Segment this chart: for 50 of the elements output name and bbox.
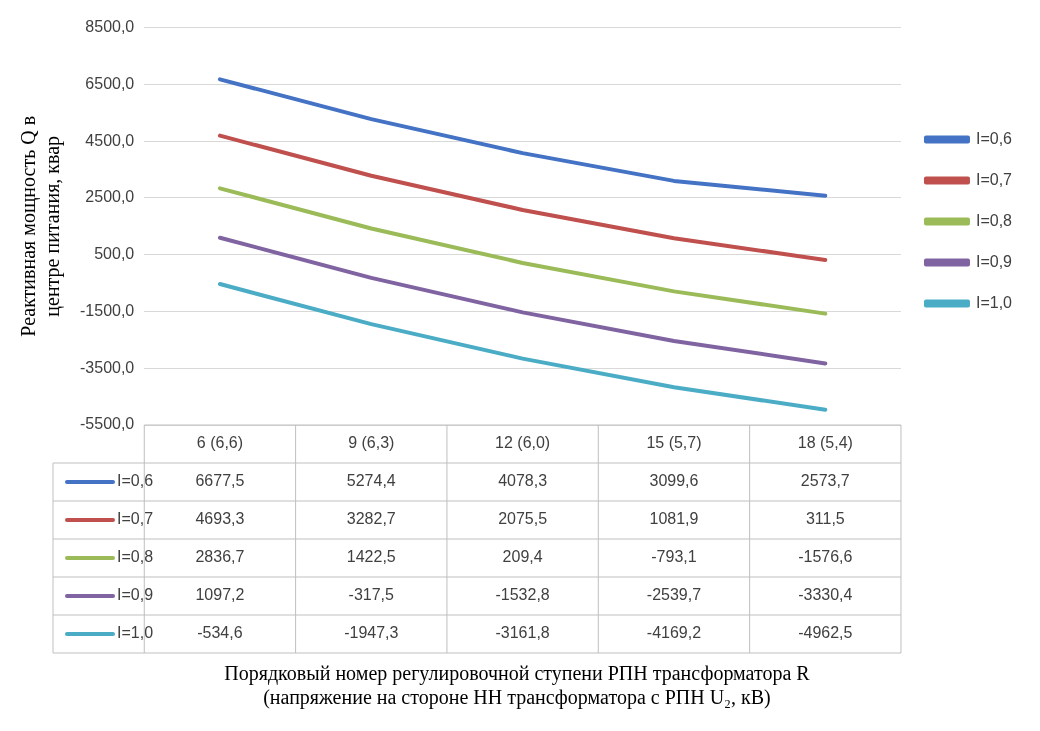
data-label: -1947,3 [344, 624, 399, 642]
y-tick-label: 6500,0 [85, 74, 135, 92]
data-label: -2539,7 [646, 586, 702, 604]
data-label: 4078,3 [498, 472, 548, 490]
x-tick-label: 18 (5,4) [797, 434, 853, 452]
text: Порядковый номер регулировочной ступени РПН трансформатора R (напряжение на стороне НН трансформатора с РПН U₂, кВ) [224, 662, 811, 710]
text: I=0,7 [117, 510, 154, 528]
y-tick-label: 500,0 [94, 245, 135, 263]
x-tick-label: 6 (6,6) [196, 434, 244, 452]
data-label: 5274,4 [346, 472, 396, 490]
data-label: 209,4 [502, 548, 543, 566]
y-tick-label: 2500,0 [85, 188, 135, 206]
y-tick-label: 8500,0 [85, 18, 135, 36]
data-label: -534,6 [197, 624, 243, 642]
data-label: 3099,6 [649, 472, 699, 490]
data-label: -1532,8 [495, 586, 550, 604]
data-label: 1422,5 [346, 548, 396, 566]
data-label: 2075,5 [498, 510, 548, 528]
legend-label: I=0,8 [975, 211, 1013, 229]
y-tick-label: -3500,0 [80, 358, 135, 376]
y-tick-label: 4500,0 [85, 131, 135, 149]
text: I=0,6 [117, 472, 154, 490]
data-label: -3161,8 [495, 624, 550, 642]
data-label: 2836,7 [195, 548, 245, 566]
data-label: -317,5 [348, 586, 395, 604]
data-label: -4962,5 [798, 624, 853, 642]
data-label: 1097,2 [195, 586, 245, 604]
x-tick-label: 12 (6,0) [495, 434, 551, 452]
legend-label: I=1,0 [975, 293, 1013, 311]
text: I=1,0 [117, 624, 154, 642]
data-label: 2573,7 [800, 472, 850, 490]
data-label: -4169,2 [646, 624, 702, 642]
data-label: 311,5 [805, 510, 845, 528]
data-label: -3330,4 [798, 586, 853, 604]
data-label: 6677,5 [195, 472, 245, 490]
x-tick-label: 9 (6,3) [348, 434, 395, 452]
legend-label: I=0,9 [975, 252, 1013, 270]
data-label: 3282,7 [346, 510, 396, 528]
x-tick-label: 15 (5,7) [646, 434, 702, 452]
y-axis-title: Реактивная мощность Q в центре питания, квар [17, 115, 65, 337]
data-label: 1081,9 [649, 510, 699, 528]
text: I=0,9 [117, 586, 154, 604]
y-tick-label: -1500,0 [80, 301, 135, 319]
y-tick-label: -5500,0 [80, 415, 135, 433]
text: I=0,8 [117, 548, 154, 566]
data-label: -1576,6 [798, 548, 853, 566]
legend-label: I=0,6 [975, 129, 1013, 147]
data-label: -793,1 [651, 548, 697, 566]
legend-label: I=0,7 [975, 170, 1013, 188]
data-label: 4693,3 [195, 510, 245, 528]
